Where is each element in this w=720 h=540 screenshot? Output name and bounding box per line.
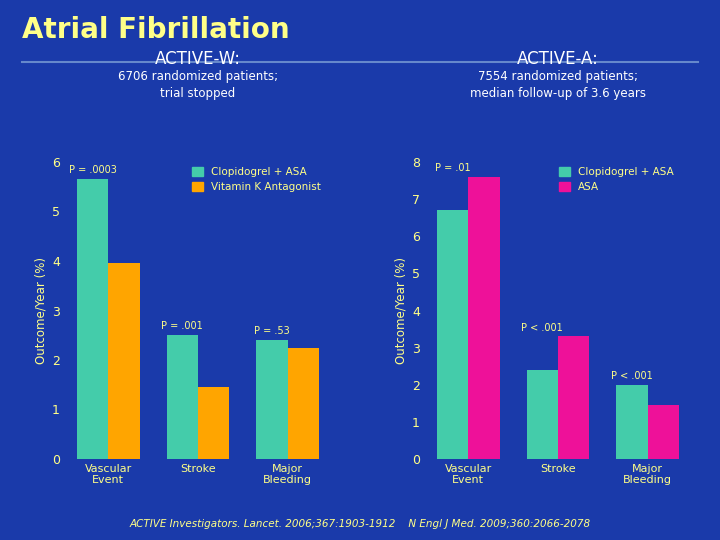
- Legend: Clopidogrel + ASA, ASA: Clopidogrel + ASA, ASA: [559, 167, 674, 192]
- Bar: [648, 405, 679, 459]
- Text: ACTIVE-A:: ACTIVE-A:: [517, 50, 599, 68]
- Bar: [558, 336, 590, 459]
- Bar: [526, 370, 558, 459]
- Text: P = .0003: P = .0003: [68, 165, 117, 176]
- Text: P = .001: P = .001: [161, 321, 203, 331]
- Text: 6706 randomized patients;
trial stopped: 6706 randomized patients; trial stopped: [118, 70, 278, 100]
- Y-axis label: Outcome/Year (%): Outcome/Year (%): [395, 257, 408, 364]
- Text: P = .53: P = .53: [254, 326, 290, 336]
- Bar: [437, 210, 468, 459]
- Bar: [256, 340, 288, 459]
- Bar: [468, 177, 500, 459]
- Text: P < .001: P < .001: [521, 323, 563, 333]
- Bar: [166, 335, 198, 459]
- Text: ACTIVE-W:: ACTIVE-W:: [155, 50, 241, 68]
- Legend: Clopidogrel + ASA, Vitamin K Antagonist: Clopidogrel + ASA, Vitamin K Antagonist: [192, 167, 321, 192]
- Bar: [616, 384, 648, 459]
- Bar: [77, 179, 108, 459]
- Text: Atrial Fibrillation: Atrial Fibrillation: [22, 16, 289, 44]
- Text: 7554 randomized patients;
median follow-up of 3.6 years: 7554 randomized patients; median follow-…: [470, 70, 646, 100]
- Text: P = .01: P = .01: [435, 163, 470, 173]
- Bar: [108, 264, 140, 459]
- Text: ACTIVE Investigators. Lancet. 2006;367:1903-1912    N Engl J Med. 2009;360:2066-: ACTIVE Investigators. Lancet. 2006;367:1…: [130, 519, 590, 529]
- Bar: [288, 348, 319, 459]
- Y-axis label: Outcome/Year (%): Outcome/Year (%): [35, 257, 48, 364]
- Text: P < .001: P < .001: [611, 371, 653, 381]
- Bar: [198, 387, 230, 459]
